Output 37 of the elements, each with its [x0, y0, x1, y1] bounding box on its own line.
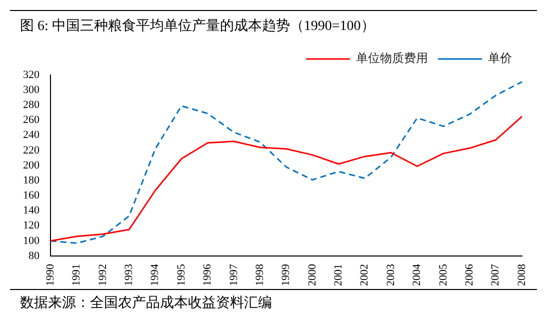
y-tick-label: 260 [23, 114, 40, 126]
x-tick-label: 2005 [437, 264, 450, 286]
chart-title: 图 6: 中国三种粮食平均单位产量的成本趋势（1990=100） [10, 10, 537, 43]
x-tick-label: 1995 [175, 264, 188, 286]
source-note: 数据来源：全国农产品成本收益资料汇编 [10, 289, 537, 316]
x-tick-label: 1991 [70, 264, 83, 286]
x-tick-label: 1994 [149, 264, 162, 286]
y-tick-label: 140 [23, 204, 40, 217]
x-tick-label: 1993 [122, 264, 135, 286]
legend-label: 单价 [488, 51, 512, 66]
x-tick-label: 1998 [254, 264, 266, 286]
y-tick-label: 220 [23, 144, 40, 156]
y-tick-label: 160 [23, 190, 40, 202]
y-tick-label: 300 [23, 84, 40, 96]
x-tick-label: 2006 [464, 264, 476, 286]
y-tick-label: 180 [23, 174, 40, 186]
y-tick-label: 200 [23, 159, 40, 172]
y-tick-label: 100 [23, 234, 40, 247]
x-tick-label: 1992 [96, 264, 109, 286]
legend-label: 单位物质费用 [356, 51, 428, 66]
x-tick-label: 2001 [332, 264, 345, 286]
line-series [50, 81, 523, 244]
x-tick-label: 2008 [516, 264, 528, 286]
x-tick-label: 1996 [202, 264, 214, 286]
x-tick-label: 2004 [411, 264, 424, 286]
y-tick-label: 320 [23, 68, 40, 81]
y-tick-label: 120 [23, 220, 40, 232]
x-tick-label: 1990 [44, 264, 56, 286]
x-tick-label: 2002 [358, 264, 371, 286]
x-tick-label: 2007 [490, 264, 502, 286]
y-tick-label: 280 [23, 99, 40, 112]
x-tick-label: 2000 [306, 264, 318, 286]
y-tick-label: 80 [28, 250, 40, 262]
x-tick-label: 1999 [280, 264, 292, 286]
y-tick-label: 240 [23, 129, 40, 142]
x-tick-label: 2003 [384, 264, 397, 286]
x-tick-label: 1997 [228, 264, 240, 286]
